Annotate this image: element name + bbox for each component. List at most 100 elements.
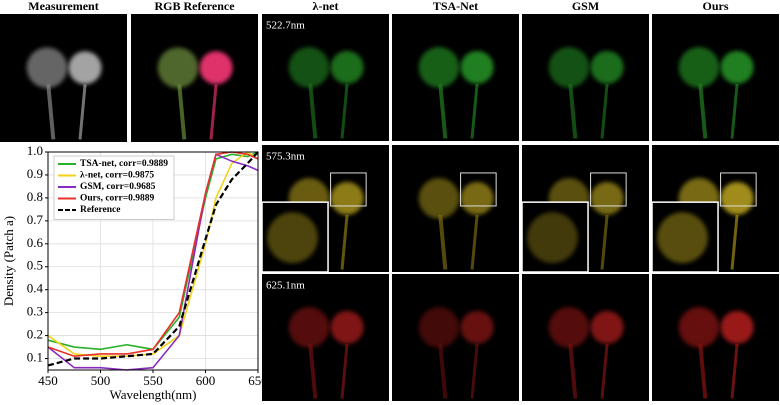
flower bbox=[460, 181, 494, 215]
stem bbox=[340, 83, 349, 139]
legend-label: TSA-net, corr=0.9889 bbox=[80, 159, 168, 169]
series-line bbox=[47, 153, 259, 371]
y-tick-label: 0.4 bbox=[27, 281, 44, 296]
flower bbox=[330, 310, 364, 344]
stem bbox=[46, 84, 56, 140]
flower bbox=[590, 181, 624, 215]
flower bbox=[26, 47, 68, 89]
x-tick-label: 450 bbox=[38, 373, 58, 388]
flower bbox=[720, 310, 754, 344]
stem bbox=[470, 214, 479, 270]
flower bbox=[418, 178, 460, 219]
y-tick-label: 0.3 bbox=[27, 304, 43, 319]
y-tick-label: 0.8 bbox=[27, 189, 43, 204]
flowers bbox=[418, 178, 494, 270]
y-tick-label: 0.1 bbox=[27, 350, 43, 365]
flower bbox=[330, 181, 364, 215]
legend-label: λ-net, corr=0.9875 bbox=[80, 171, 154, 181]
y-tick-label: 0.2 bbox=[27, 327, 43, 342]
x-tick-label: 550 bbox=[143, 373, 163, 388]
stem bbox=[209, 84, 218, 140]
column-header: λ-net bbox=[313, 0, 339, 13]
zoom-flower bbox=[657, 212, 708, 264]
zoom-box bbox=[330, 172, 367, 207]
stem bbox=[340, 214, 349, 270]
flower bbox=[418, 307, 460, 348]
x-axis-label: Wavelength(nm) bbox=[109, 387, 196, 402]
x-tick-label: 500 bbox=[91, 373, 111, 388]
stem bbox=[177, 84, 187, 140]
stem bbox=[600, 83, 609, 139]
flowers bbox=[548, 47, 624, 139]
zoom-flower bbox=[527, 212, 578, 264]
stem bbox=[730, 343, 739, 399]
stem bbox=[698, 343, 708, 399]
legend-label: GSM, corr=0.9685 bbox=[80, 182, 156, 192]
column-header: Ours bbox=[702, 0, 728, 13]
stem bbox=[730, 83, 739, 139]
flowers bbox=[157, 47, 233, 140]
column-header: RGB Reference bbox=[154, 0, 235, 13]
wavelength-label: 575.3nm bbox=[266, 151, 305, 163]
stem bbox=[470, 83, 479, 139]
column-header: TSA-Net bbox=[433, 0, 478, 13]
zoom-flower bbox=[267, 212, 318, 264]
stem bbox=[568, 343, 578, 399]
zoom-box bbox=[720, 172, 757, 207]
stem bbox=[600, 343, 609, 399]
flower bbox=[548, 307, 590, 348]
stem bbox=[340, 343, 349, 399]
y-tick-label: 0.6 bbox=[27, 235, 44, 250]
y-tick-label: 1.0 bbox=[27, 143, 43, 158]
stem bbox=[568, 83, 578, 139]
stem bbox=[78, 84, 87, 140]
flower bbox=[418, 47, 460, 88]
flowers bbox=[288, 47, 364, 139]
y-tick-label: 0.9 bbox=[27, 166, 43, 181]
flower bbox=[199, 51, 233, 85]
stem bbox=[438, 83, 448, 139]
zoom-box bbox=[590, 172, 627, 207]
flowers bbox=[678, 178, 754, 270]
flower bbox=[590, 50, 624, 84]
flowers bbox=[678, 47, 754, 139]
flower bbox=[678, 307, 720, 348]
stem bbox=[308, 83, 318, 139]
column-header: Measurement bbox=[28, 0, 98, 13]
flower bbox=[288, 47, 330, 88]
flowers bbox=[418, 307, 494, 399]
flowers bbox=[418, 47, 494, 139]
flower bbox=[590, 310, 624, 344]
stem bbox=[600, 214, 609, 270]
y-tick-label: 0.7 bbox=[27, 212, 44, 227]
stem bbox=[470, 343, 479, 399]
flowers bbox=[678, 307, 754, 399]
flower bbox=[68, 51, 102, 85]
flowers bbox=[26, 47, 102, 140]
plot-frame bbox=[47, 151, 259, 371]
stem bbox=[308, 343, 318, 399]
series-line bbox=[47, 151, 259, 358]
stem bbox=[438, 343, 448, 399]
flower bbox=[460, 310, 494, 344]
legend-label: Ours, corr=0.9889 bbox=[80, 194, 155, 204]
flower bbox=[548, 47, 590, 88]
stem bbox=[730, 214, 739, 270]
stem bbox=[438, 214, 448, 270]
column-header: GSM bbox=[572, 0, 599, 13]
zoom-box bbox=[460, 172, 497, 207]
wavelength-label: 522.7nm bbox=[266, 20, 305, 32]
legend-label: Reference bbox=[80, 205, 120, 215]
y-axis-label: Density (Patch a) bbox=[1, 216, 16, 306]
series-line bbox=[47, 151, 259, 351]
series-line bbox=[47, 151, 259, 367]
flowers bbox=[548, 307, 624, 399]
flower bbox=[330, 50, 364, 84]
stem bbox=[698, 83, 708, 139]
flower bbox=[157, 47, 199, 89]
flower bbox=[288, 307, 330, 348]
flower bbox=[678, 47, 720, 88]
wavelength-label: 625.1nm bbox=[266, 280, 305, 292]
x-tick-label: 650 bbox=[248, 373, 268, 388]
